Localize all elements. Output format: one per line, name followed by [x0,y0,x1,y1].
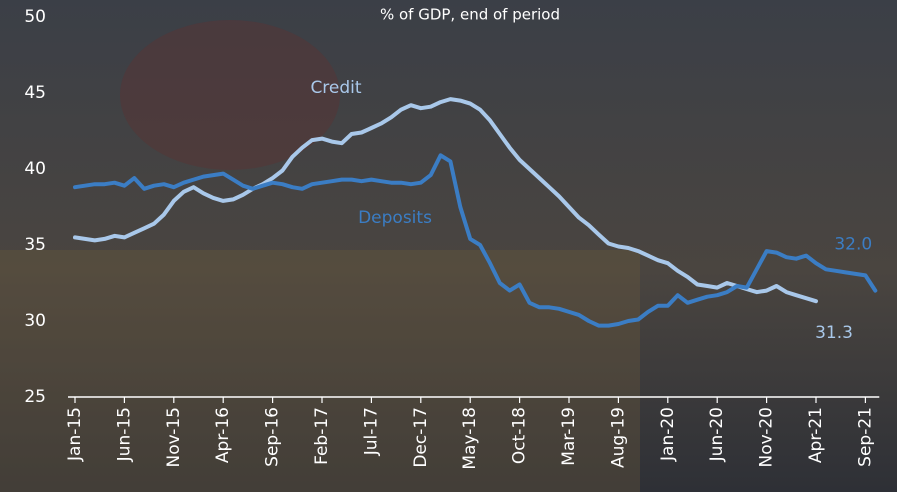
y-tick-label: 25 [24,387,46,407]
x-tick-label: Nov-20 [757,407,777,468]
x-tick-label: Jun-15 [114,407,134,462]
x-tick-label: May-18 [460,407,480,470]
y-tick-label: 35 [24,235,46,255]
y-tick-label: 30 [24,311,46,331]
y-tick-label: 45 [24,83,46,103]
x-tick-label: Jan-15 [65,407,85,462]
x-tick-label: Sep-16 [263,407,283,467]
value-label: 32.0 [834,235,872,255]
x-tick-label: Apr-21 [806,407,826,463]
subtitle: % of GDP, end of period [380,6,560,24]
x-tick-label: Nov-15 [164,407,184,468]
x-tick-label: Jun-20 [707,407,727,462]
x-tick-label: Sep-21 [855,407,875,467]
x-tick-label: Feb-17 [312,407,332,465]
y-tick-label: 50 [24,7,46,27]
chart: % of GDP, end of period 25 30 35 40 45 50 Jan-… [0,0,897,492]
series-label: Credit [310,78,361,98]
x-tick-label: Oct-18 [510,407,530,464]
background-dome [120,20,340,170]
x-tick-label: Jul-17 [361,407,381,456]
x-tick-label: Apr-16 [213,407,233,463]
x-tick-label: Mar-19 [559,407,579,466]
series-label: Deposits [358,208,432,228]
x-tick-label: Aug-19 [608,407,628,468]
y-tick-label: 40 [24,159,46,179]
value-label: 31.3 [815,323,853,343]
x-tick-label: Dec-17 [411,407,431,468]
x-tick-label: Jan-20 [658,407,678,462]
